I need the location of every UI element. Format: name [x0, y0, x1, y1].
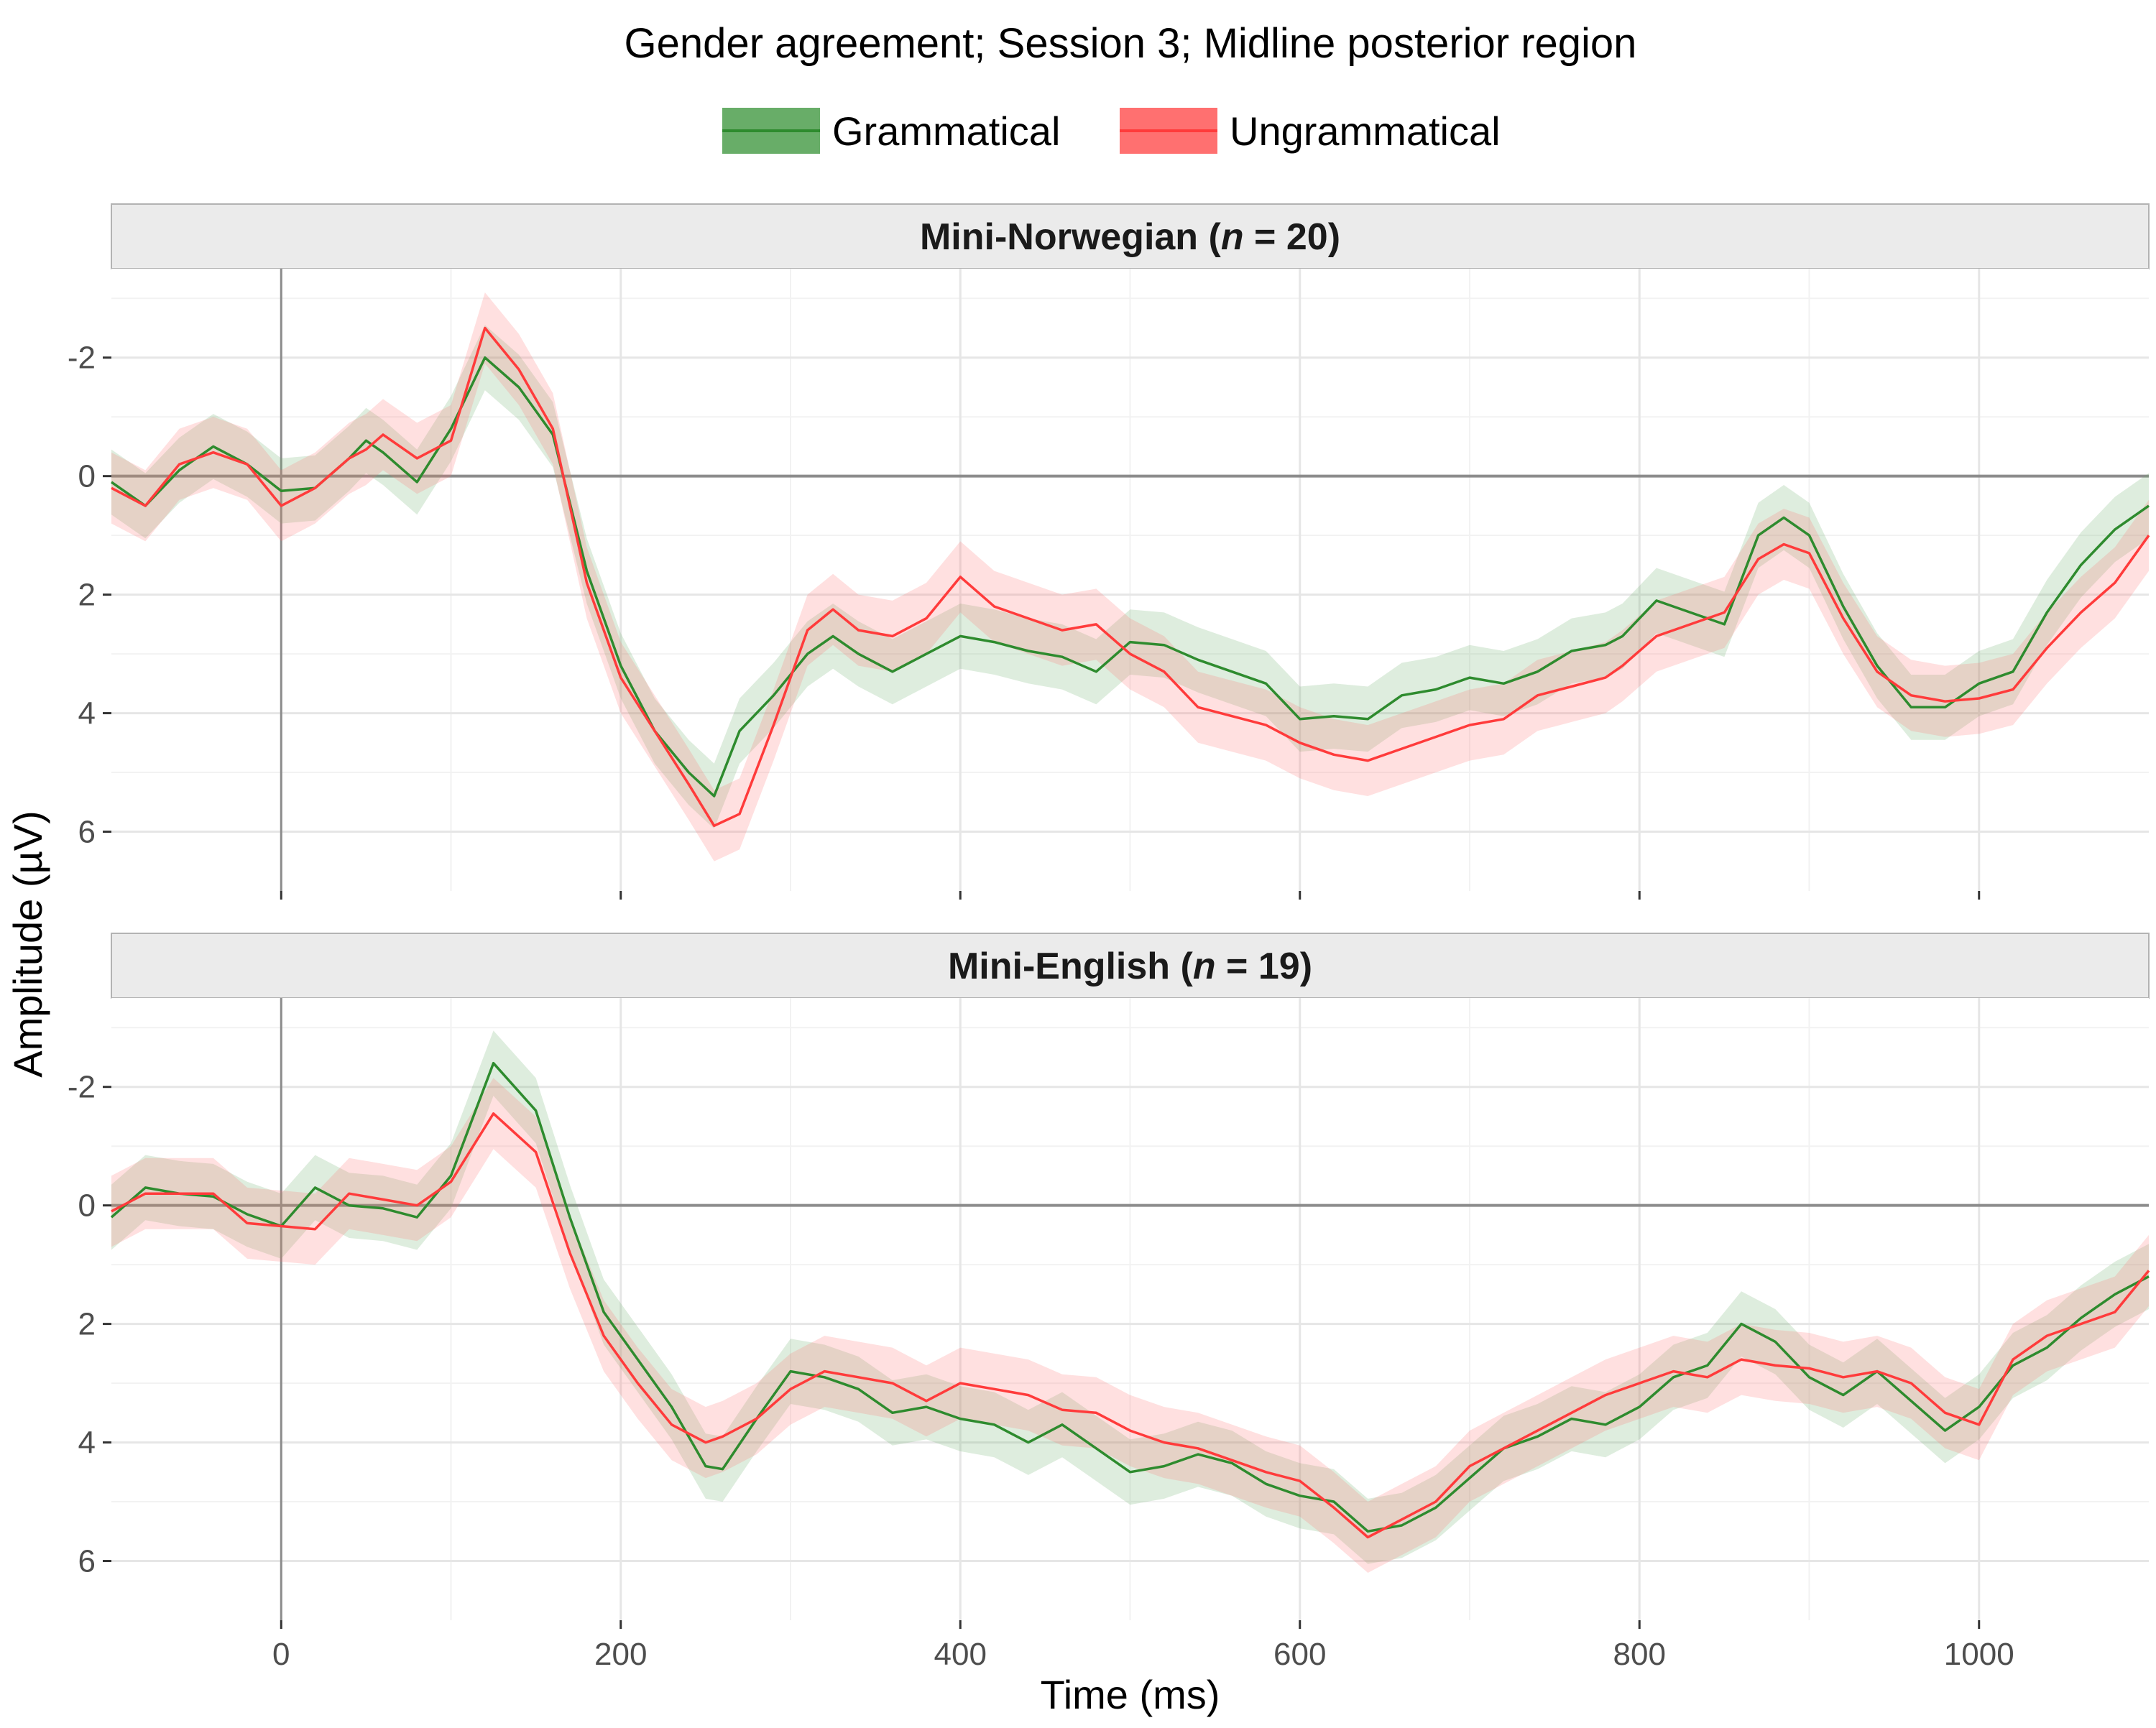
panel-strip-title-0: Mini-Norwegian (n = 20)	[920, 216, 1340, 258]
strip-suffix-0: = 20)	[1244, 216, 1340, 258]
panel-strip-0	[111, 203, 2150, 269]
y-tick-label-1-0: -2	[68, 1070, 96, 1105]
x-tick-label-2: 400	[934, 1637, 987, 1672]
x-tick-label-5: 1000	[1944, 1637, 2014, 1672]
x-tick-label-1: 200	[594, 1637, 647, 1672]
line-grammatical-1	[110, 1061, 2150, 1533]
strip-n-0: n	[1221, 216, 1244, 258]
y-tick-label-1-2: 2	[78, 1307, 96, 1342]
panel-strip-title-1: Mini-English (n = 19)	[948, 946, 1312, 987]
strip-n-1: n	[1193, 946, 1216, 987]
ribbon-grammatical-1	[111, 1030, 2149, 1564]
x-tick-label-0: 0	[272, 1637, 290, 1672]
y-tick-label-0-0: -2	[68, 341, 96, 376]
y-tick-label-1-1: 0	[78, 1188, 96, 1224]
x-tick-label-3: 600	[1273, 1637, 1326, 1672]
line-ungrammatical-1	[111, 1112, 2150, 1539]
y-tick-label-0-2: 2	[78, 578, 96, 613]
y-tick-label-1-4: 6	[78, 1544, 96, 1579]
y-tick-label-0-4: 6	[78, 815, 96, 850]
y-tick-label-0-3: 4	[78, 696, 96, 731]
strip-prefix-1: Mini-English (	[948, 946, 1194, 987]
panel-strip-1	[111, 933, 2150, 999]
legend-label-0: Grammatical	[832, 108, 1060, 154]
line-ungrammatical-0	[111, 326, 2150, 828]
chart-title: Gender agreement; Session 3; Midline pos…	[625, 20, 1637, 67]
y-tick-label-0-1: 0	[78, 459, 96, 494]
y-tick-label-1-3: 4	[78, 1426, 96, 1461]
strip-suffix-1: = 19)	[1216, 946, 1312, 987]
x-tick-label-4: 800	[1613, 1637, 1666, 1672]
line-grammatical-0	[110, 356, 2150, 798]
y-axis-title: Amplitude (µV)	[5, 810, 50, 1078]
strip-prefix-0: Mini-Norwegian (	[920, 216, 1222, 258]
x-axis-title: Time (ms)	[1041, 1672, 1220, 1717]
legend-label-1: Ungrammatical	[1230, 108, 1501, 154]
